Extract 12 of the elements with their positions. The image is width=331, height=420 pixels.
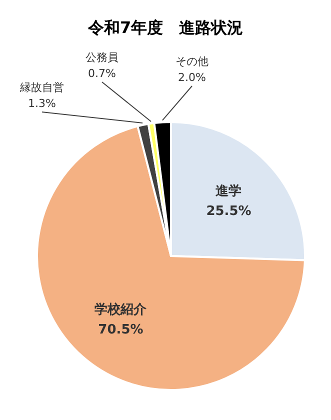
data-label: 70.5% xyxy=(98,322,144,338)
data-label: 2.0% xyxy=(178,71,206,84)
data-label: 25.5% xyxy=(206,204,252,220)
data-label: 0.7% xyxy=(88,67,116,80)
slice-label: 公務員 xyxy=(86,51,118,64)
slice-label: 縁故自営 xyxy=(19,81,64,94)
pie-slice xyxy=(36,125,306,391)
slice-label: 学校紹介 xyxy=(94,302,148,318)
slice-label: 進学 xyxy=(214,184,242,200)
data-label: 1.3% xyxy=(28,97,56,110)
slice-label: その他 xyxy=(176,55,208,68)
chart-title: 令和7年度 進路状況 xyxy=(86,18,244,37)
